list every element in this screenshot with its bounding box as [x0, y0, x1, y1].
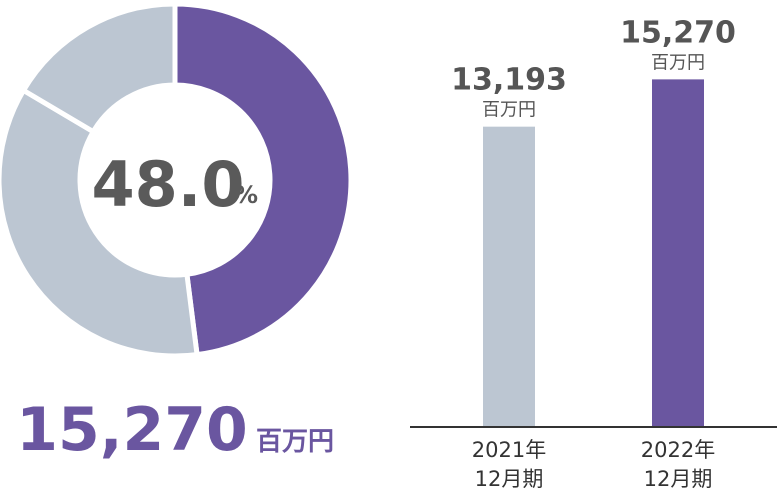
donut-slice-0: [172, 1, 354, 358]
x-tick-label-0-1: 12月期: [475, 467, 544, 491]
total-value: 15,270: [16, 395, 248, 465]
x-tick-label-0-0: 2021年: [472, 438, 546, 462]
bar-unit-label-1: 百万円: [651, 52, 705, 73]
donut-chart: [0, 1, 354, 359]
bar-unit-label-0: 百万円: [482, 100, 536, 121]
bar-value-label-0: 13,193: [451, 63, 567, 98]
total-unit: 百万円: [256, 427, 334, 457]
donut-slice-2: [20, 1, 178, 136]
bar-1: [652, 79, 704, 428]
donut-slice-1: [0, 86, 200, 359]
x-tick-label-1-0: 2022年: [641, 438, 715, 462]
bar-0: [483, 126, 535, 428]
donut-center-value: 48.0: [92, 148, 245, 221]
bar-value-label-1: 15,270: [620, 15, 736, 50]
donut-center-unit: %: [234, 181, 258, 209]
x-tick-label-1-1: 12月期: [644, 467, 713, 491]
